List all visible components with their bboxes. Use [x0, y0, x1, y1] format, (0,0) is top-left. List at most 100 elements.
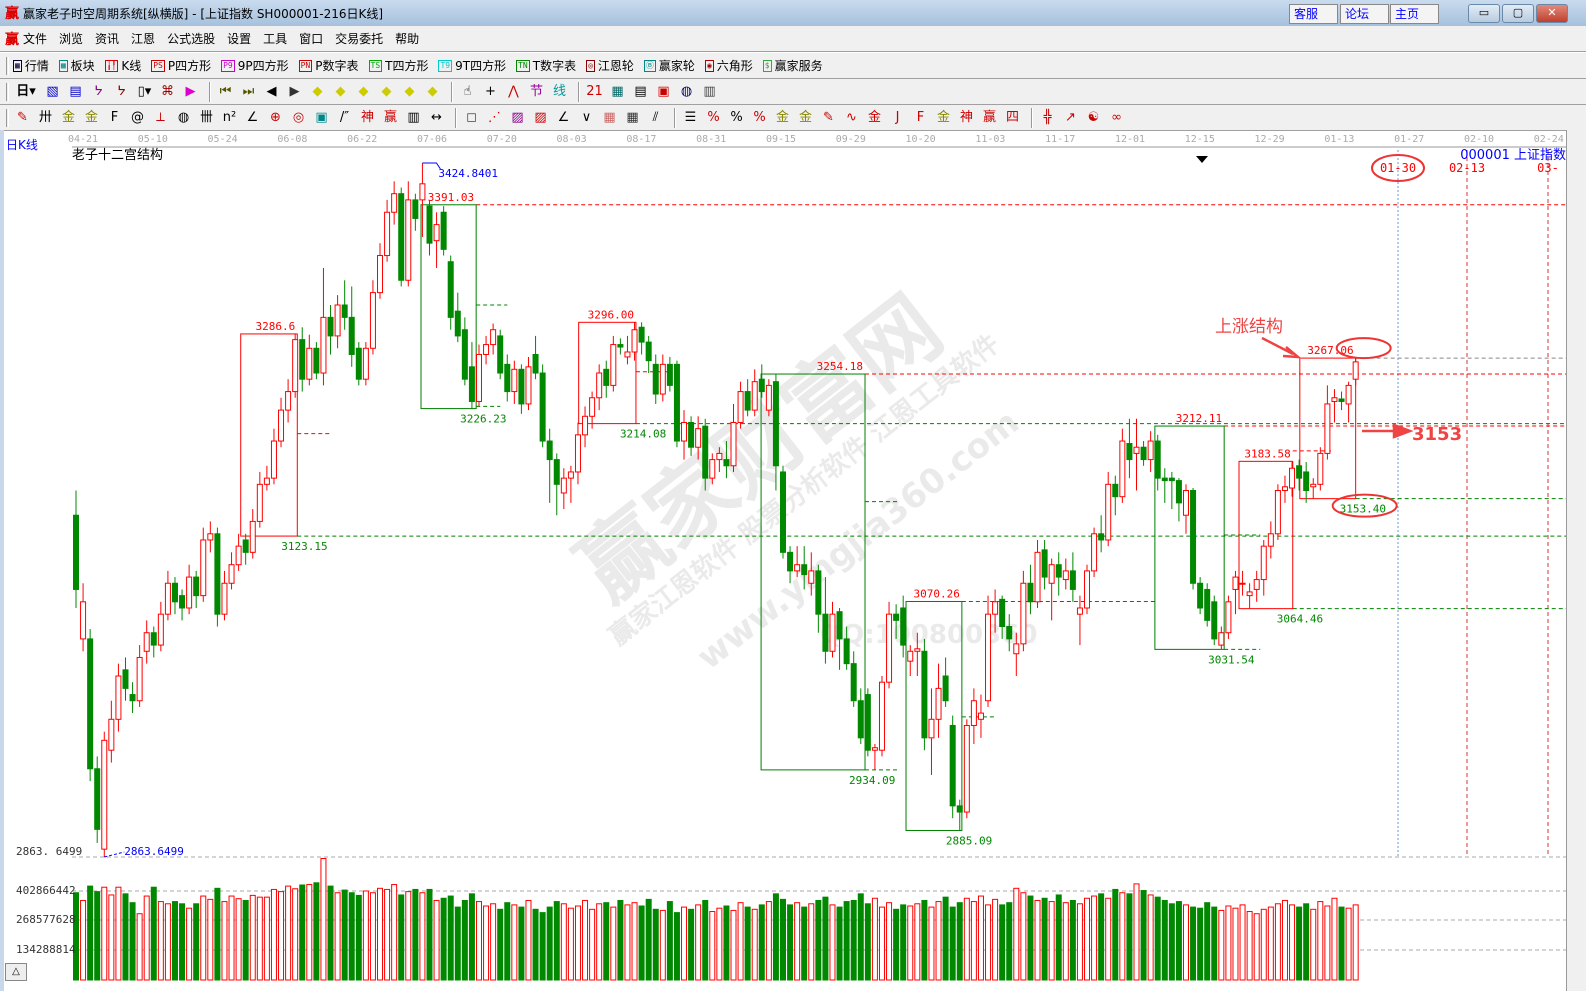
fib-icon[interactable]: F: [110, 109, 119, 125]
menu-6[interactable]: 工具: [263, 32, 288, 46]
grid2-icon[interactable]: ▦: [626, 109, 639, 125]
candle-type-icon[interactable]: ▯▾: [137, 83, 152, 99]
menu-9[interactable]: 帮助: [395, 32, 420, 46]
first-icon[interactable]: ⏮: [219, 83, 232, 99]
world-map-icon[interactable]: ▧: [46, 83, 59, 99]
expand-panel-button[interactable]: △: [5, 963, 27, 981]
toolbar-ps-button[interactable]: PS P四方形: [151, 57, 211, 74]
toolbar-sector-blocks-button[interactable]: ▩ 板块: [58, 57, 95, 74]
toolbar-t9-button[interactable]: T9 9T四方形: [438, 57, 506, 74]
network-icon[interactable]: ◍: [680, 83, 693, 99]
menu-3[interactable]: 江恩: [131, 32, 156, 46]
channel-icon[interactable]: ⫽: [652, 109, 659, 125]
left-icon[interactable]: ◀: [266, 83, 277, 99]
toolbar-p9-button[interactable]: P9 9P四方形: [221, 57, 289, 74]
trend-icon[interactable]: ↗: [1065, 109, 1076, 125]
flag-icon[interactable]: ▶: [185, 83, 196, 99]
circle-icon[interactable]: ◍: [177, 109, 190, 125]
wave3-icon[interactable]: ᔭ: [94, 83, 103, 99]
angle-icon[interactable]: ∠: [246, 109, 259, 125]
gold-circle-icon[interactable]: 金: [775, 109, 789, 125]
ruler-icon[interactable]: ⟂: [156, 109, 165, 125]
segment-icon[interactable]: 线: [552, 83, 566, 99]
f-fan-icon[interactable]: F: [916, 109, 925, 125]
j-fan-icon[interactable]: J: [895, 109, 900, 125]
parallel-icon[interactable]: 卅: [38, 109, 52, 125]
sine-icon[interactable]: ∿: [846, 109, 857, 125]
percent-icon[interactable]: %: [730, 109, 743, 125]
winner-fan-icon[interactable]: 赢: [982, 109, 996, 125]
angle2-icon[interactable]: ∠: [557, 109, 570, 125]
gold2-icon[interactable]: 金: [84, 109, 98, 125]
menu-1[interactable]: 浏览: [59, 32, 84, 46]
grid-select-icon[interactable]: ╬: [1043, 109, 1052, 125]
toolbar-hexagon-button[interactable]: ◉ 六角形: [704, 57, 753, 74]
pen2-icon[interactable]: ✎: [823, 109, 834, 125]
period-dropdown[interactable]: 日▾: [16, 83, 36, 99]
gold-fan-icon[interactable]: 金: [936, 109, 950, 125]
box-target-icon[interactable]: ▣: [315, 109, 328, 125]
yinyang-icon[interactable]: ☯: [1087, 109, 1100, 125]
maximize-button[interactable]: ▢: [1502, 4, 1534, 23]
expand-h-icon[interactable]: ◆: [358, 83, 369, 99]
right-icon[interactable]: ▶: [289, 83, 300, 99]
fan2-icon[interactable]: ▨: [534, 109, 547, 125]
line-icon[interactable]: ⋀: [508, 83, 519, 99]
toolbar-ts-button[interactable]: TS T四方形: [368, 57, 428, 74]
toolbar-kline-button[interactable]: ╽╿ K线: [104, 57, 141, 74]
crosshair-icon[interactable]: +: [485, 83, 496, 99]
infinity-icon[interactable]: ∞: [1111, 109, 1122, 125]
god-fan-icon[interactable]: 神: [959, 109, 973, 125]
count-icon[interactable]: ▥: [407, 109, 420, 125]
toolbar-gann-wheel-button[interactable]: ◎ 江恩轮: [586, 57, 634, 74]
toolbar-dollar-button[interactable]: $ 赢家服务: [762, 57, 823, 74]
god-icon[interactable]: 神: [360, 109, 374, 125]
toolbar-pn-button[interactable]: PN P数字表: [298, 57, 359, 74]
notes-icon[interactable]: ▤: [634, 83, 647, 99]
menu-5[interactable]: 设置: [227, 32, 252, 46]
trade-icon[interactable]: ▥: [703, 83, 716, 99]
four-fan-icon[interactable]: 四: [1005, 109, 1019, 125]
pen-icon[interactable]: ✎: [17, 109, 28, 125]
shrink-h-icon[interactable]: ◆: [381, 83, 392, 99]
expand-all-icon[interactable]: ◆: [404, 83, 415, 99]
toolbar-quote-table-button[interactable]: ▦ 行情: [13, 57, 49, 74]
save-icon[interactable]: ▣: [657, 83, 670, 99]
measure-icon[interactable]: ↔: [431, 109, 442, 125]
hand-icon[interactable]: ☝: [463, 83, 472, 99]
wave-icon[interactable]: ∨: [581, 109, 592, 125]
menu-7[interactable]: 窗口: [299, 32, 324, 46]
menu-4[interactable]: 公式选股: [167, 32, 216, 46]
move-left-icon[interactable]: ◆: [312, 83, 323, 99]
percent-line-icon[interactable]: %: [707, 109, 720, 125]
move-right-icon[interactable]: ◆: [335, 83, 346, 99]
expand-v-icon[interactable]: ◆: [427, 83, 438, 99]
notepad-icon[interactable]: ▤: [69, 83, 82, 99]
target-icon[interactable]: ⊕: [270, 109, 281, 125]
square-n-icon[interactable]: n²: [222, 109, 237, 125]
menu-0[interactable]: 文件: [23, 32, 48, 46]
slash-icon[interactable]: /″: [339, 109, 350, 125]
calendar-icon[interactable]: 21: [586, 83, 603, 99]
customer-service-button[interactable]: 客服: [1289, 4, 1338, 24]
radar-icon[interactable]: ◎: [292, 109, 305, 125]
section-icon[interactable]: 节: [529, 83, 543, 99]
minimize-button[interactable]: ▭: [1468, 4, 1500, 23]
homepage-button[interactable]: 主页: [1390, 4, 1439, 24]
fan-icon[interactable]: ⋰: [488, 109, 501, 125]
right-panel[interactable]: [1566, 130, 1586, 991]
grid-icon[interactable]: ▦: [603, 109, 616, 125]
toolbar-winner-wheel-button[interactable]: Ⓑ 赢家轮: [643, 57, 695, 74]
kline-chart[interactable]: 04-21 05-10 05-24 06-08 06-22 07-06 07-20 08-03…: [0, 130, 1586, 991]
last-icon[interactable]: ⏭: [242, 83, 255, 99]
lines-icon[interactable]: 卌: [199, 109, 213, 125]
gold-lines-icon[interactable]: 金: [798, 109, 812, 125]
gold3-icon[interactable]: 金: [867, 109, 881, 125]
levels-icon[interactable]: ☰: [684, 109, 697, 125]
wave9-icon[interactable]: ᔭ: [117, 83, 126, 99]
gann-box-icon[interactable]: ▨: [511, 109, 524, 125]
spiral-icon[interactable]: @: [131, 109, 144, 125]
menu-8[interactable]: 交易委托: [335, 32, 384, 46]
period-indicator[interactable]: 日K线: [6, 138, 38, 152]
winner-icon[interactable]: 赢: [383, 109, 397, 125]
